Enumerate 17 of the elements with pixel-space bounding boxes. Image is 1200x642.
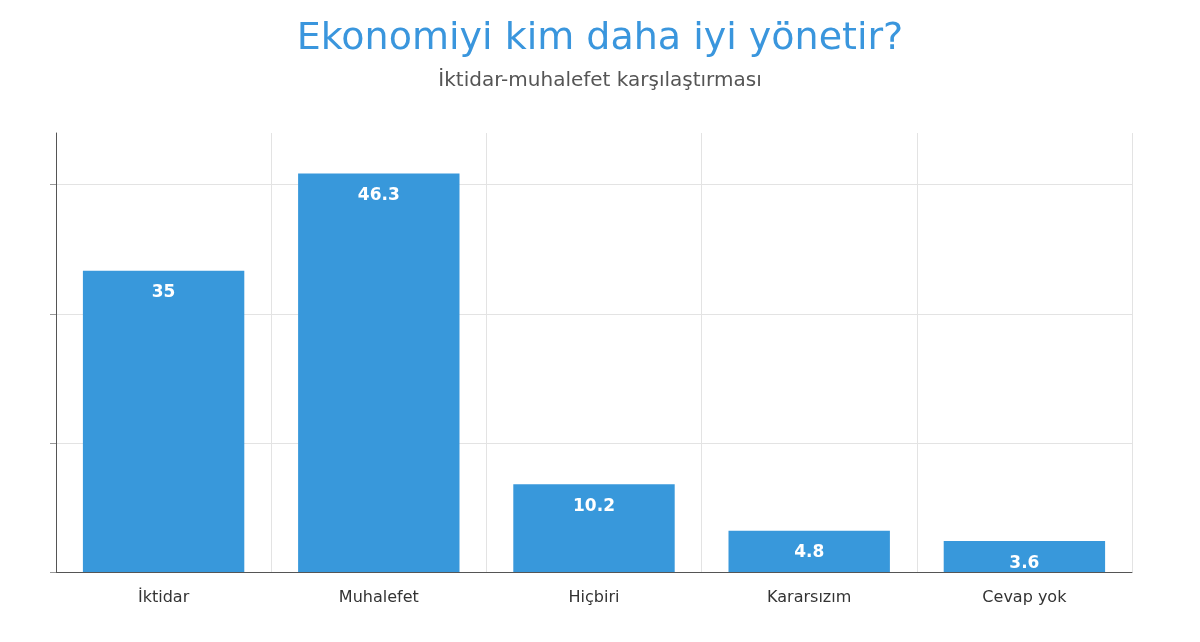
data-label: 35 — [151, 281, 176, 302]
x-tick-label: Muhalefet — [338, 586, 419, 606]
data-label: 10.2 — [573, 494, 615, 515]
bar — [728, 530, 890, 572]
bar — [82, 270, 245, 572]
data-label: 3.6 — [1009, 551, 1040, 572]
bar — [943, 541, 1106, 572]
bar — [513, 484, 675, 572]
x-tick-label: Kararsızım — [767, 586, 852, 606]
chart-title: Ekonomiyi kim daha iyi yönetir? — [296, 14, 904, 58]
bar — [298, 173, 460, 572]
data-label: 46.3 — [357, 183, 400, 204]
data-label: 4.8 — [794, 541, 825, 562]
x-tick-label: Cevap yok — [982, 586, 1068, 606]
chart-subtitle: İktidar-muhalefet karşılaştırması — [438, 67, 762, 91]
x-tick-label: İktidar — [137, 586, 190, 606]
x-tick-label: Hiçbiri — [568, 586, 620, 606]
